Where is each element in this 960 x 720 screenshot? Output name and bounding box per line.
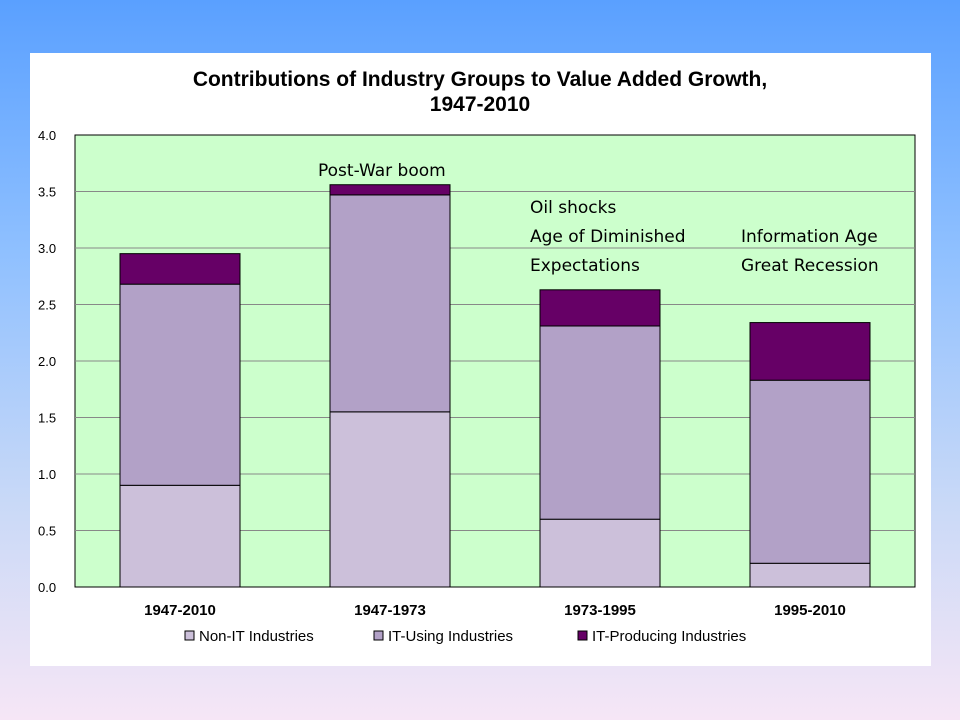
bar-segment-3 bbox=[329, 184, 451, 196]
x-category-label: 1973-1995 bbox=[564, 602, 636, 619]
bars bbox=[119, 184, 871, 588]
annotation-text: Oil shocks bbox=[530, 198, 616, 218]
legend: Non-IT Industries IT-Using Industries IT-P… bbox=[184, 628, 746, 645]
annotation-text: Post-War boom bbox=[318, 161, 446, 181]
annotation-text: Age of Diminished bbox=[530, 227, 686, 247]
y-tick-label: 1.0 bbox=[38, 467, 56, 482]
bar-segment-1 bbox=[539, 518, 661, 588]
legend-swatch bbox=[184, 630, 195, 641]
x-axis-categories: 1947-2010 1947-1973 1973-1995 1995-2010 bbox=[144, 602, 846, 619]
y-tick-label: 4.0 bbox=[38, 128, 56, 143]
bar-segment-2 bbox=[749, 379, 871, 564]
annotations: Post-War boom Oil shocks Age of Diminished… bbox=[318, 161, 879, 276]
legend-swatch bbox=[373, 630, 384, 641]
legend-label: IT-Using Industries bbox=[388, 628, 513, 645]
bar-segment-1 bbox=[119, 484, 241, 588]
y-axis-ticks: 4.0 3.5 3.0 2.5 2.0 1.5 1.0 0.5 0.0 bbox=[38, 128, 56, 595]
y-tick-label: 3.0 bbox=[38, 241, 56, 256]
y-tick-label: 1.5 bbox=[38, 411, 56, 426]
bar-segment-3 bbox=[119, 253, 241, 285]
bar-segment-1 bbox=[749, 562, 871, 588]
bar-segment-1 bbox=[329, 411, 451, 588]
annotation-text: Expectations bbox=[530, 256, 640, 276]
annotation-text: Great Recession bbox=[741, 256, 879, 276]
x-category-label: 1947-2010 bbox=[144, 602, 216, 619]
bar-segment-2 bbox=[539, 325, 661, 520]
legend-label: IT-Producing Industries bbox=[592, 628, 746, 645]
bar-segment-2 bbox=[119, 283, 241, 486]
slide-panel: Contributions of Industry Groups to Valu… bbox=[30, 53, 931, 666]
y-tick-label: 2.5 bbox=[38, 298, 56, 313]
legend-swatch bbox=[577, 630, 588, 641]
y-tick-label: 3.5 bbox=[38, 185, 56, 200]
y-tick-label: 2.0 bbox=[38, 354, 56, 369]
y-tick-label: 0.5 bbox=[38, 524, 56, 539]
bar-segment-3 bbox=[539, 289, 661, 327]
bar-segment-2 bbox=[329, 194, 451, 413]
x-category-label: 1995-2010 bbox=[774, 602, 846, 619]
chart-title: Contributions of Industry Groups to Valu… bbox=[193, 68, 767, 91]
y-tick-label: 0.0 bbox=[38, 580, 56, 595]
chart-subtitle: 1947-2010 bbox=[430, 93, 530, 116]
x-category-label: 1947-1973 bbox=[354, 602, 426, 619]
bar-segment-3 bbox=[749, 322, 871, 381]
legend-label: Non-IT Industries bbox=[199, 628, 314, 645]
chart: Contributions of Industry Groups to Valu… bbox=[38, 68, 916, 645]
annotation-text: Information Age bbox=[741, 227, 878, 247]
